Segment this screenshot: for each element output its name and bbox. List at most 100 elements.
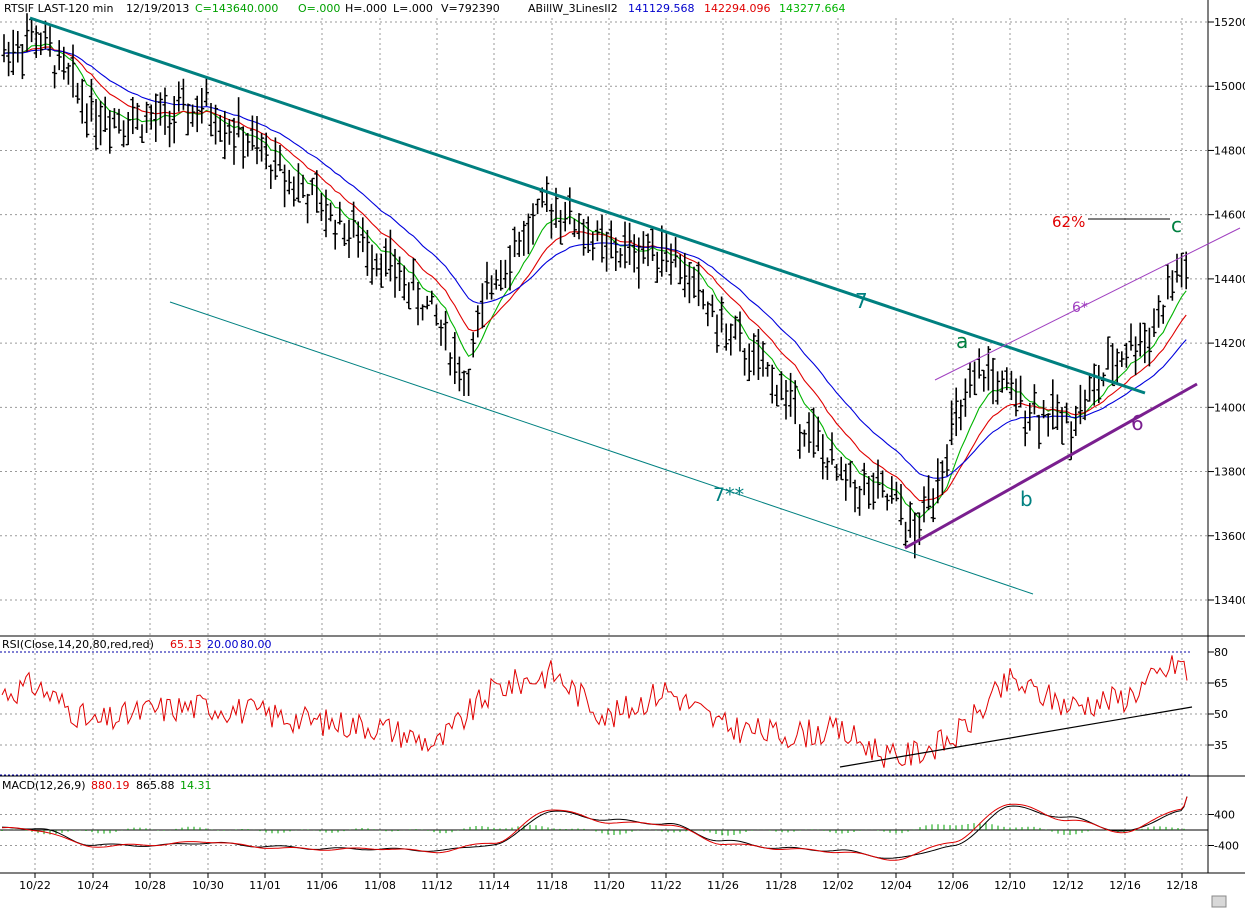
price-bar [176,81,182,112]
macd-tick-label: -400 [1214,840,1239,853]
rsi-low-band: 20.00 [207,638,239,651]
price-bar [203,78,209,106]
price-bar [42,20,48,50]
price-bar [953,387,959,437]
price-bar [861,462,867,496]
price-bar [98,100,104,146]
price-bar [990,357,996,405]
price-bar [1045,413,1051,437]
price-bar [10,29,16,76]
price-bar [1151,308,1157,337]
header-study-v1: 141129.568 [628,2,694,15]
price-bar [314,170,320,213]
price-bar [507,245,513,291]
date-tick-label: 11/18 [536,879,568,892]
rsi-tick-label: 80 [1214,646,1228,659]
price-bar [332,219,338,250]
price-bar [949,400,955,446]
price-bar [870,472,876,510]
price-bar [1073,405,1079,436]
price-bar [378,253,384,288]
price-bar [208,102,214,137]
date-tick-label: 11/12 [421,879,453,892]
price-bar [1183,251,1189,290]
macd-tick-label: 400 [1214,809,1235,822]
price-bar [364,229,370,276]
macd-value-1: 880.19 [91,779,130,792]
price-bar [300,174,306,198]
price-bar [272,137,278,180]
price-bar [295,163,301,203]
price-bar [590,231,596,261]
rsi-high-band: 80.00 [240,638,272,651]
price-bar [392,248,398,298]
price-bar [535,198,541,215]
price-bar [921,486,927,523]
price-bar [84,103,90,138]
price-bar [820,434,826,480]
price-bar [374,253,380,277]
price-bar [199,88,205,124]
price-bar [1077,384,1083,425]
price-bar [866,476,872,509]
price-bar [843,463,849,501]
price-bar [309,177,315,196]
trendline-7b [169,301,1034,595]
price-bar [1008,370,1014,401]
date-tick-label: 11/20 [593,879,625,892]
price-bar [788,372,794,417]
price-bar [433,304,439,326]
price-header: RTSIF LAST-120 min 12/19/2013 C=143640.0… [4,2,845,15]
date-tick-label: 10/22 [19,879,51,892]
price-bar [1027,402,1033,431]
price-bar [387,229,393,282]
price-bar [502,259,508,289]
rsi-header: RSI(Close,14,20,80,red,red) 65.13 20.00 … [2,638,272,651]
price-bar [981,369,987,392]
price-bar [475,305,481,338]
price-bar [824,457,830,480]
price-bar [231,117,237,165]
price-bar [1096,365,1102,404]
price-bar [765,362,771,377]
price-bar [654,251,660,283]
price-bar [737,311,743,352]
date-tick-label: 12/18 [1166,879,1198,892]
price-bar [631,234,637,273]
rsi-tick-label: 65 [1214,677,1228,690]
price-bar [673,237,679,268]
trendline-6 [904,382,1198,550]
price-bar [576,213,582,240]
price-bar [663,233,669,273]
scroll-button[interactable] [1211,895,1227,908]
price-bar [1123,343,1129,368]
price-bar [489,275,495,300]
price-bar [420,304,426,321]
macd-label: MACD(12,26,9) [2,779,86,792]
price-tick-label: 14600 [1214,209,1245,222]
price-bar [1091,363,1097,406]
price-bar [935,458,941,504]
price-bar [797,424,803,459]
header-study-v2: 142294.096 [704,2,770,15]
price-bar [898,484,904,526]
price-bar [162,87,168,135]
price-bar [967,362,973,398]
price-bar [912,512,918,559]
header-date: 12/19/2013 [126,2,189,15]
price-bar [1013,378,1019,417]
price-bar [700,289,706,310]
price-bar [406,282,412,310]
trendline-6b [934,227,1241,381]
price-bar [755,329,761,380]
price-bar [1142,322,1148,364]
price-bar [723,323,729,351]
price-bar [493,269,499,290]
price-bar [56,40,62,71]
price-bar [930,488,936,523]
date-tick-label: 12/10 [994,879,1026,892]
price-bar [751,333,757,376]
price-tick-label: 13600 [1214,530,1245,543]
price-bar [240,126,246,169]
